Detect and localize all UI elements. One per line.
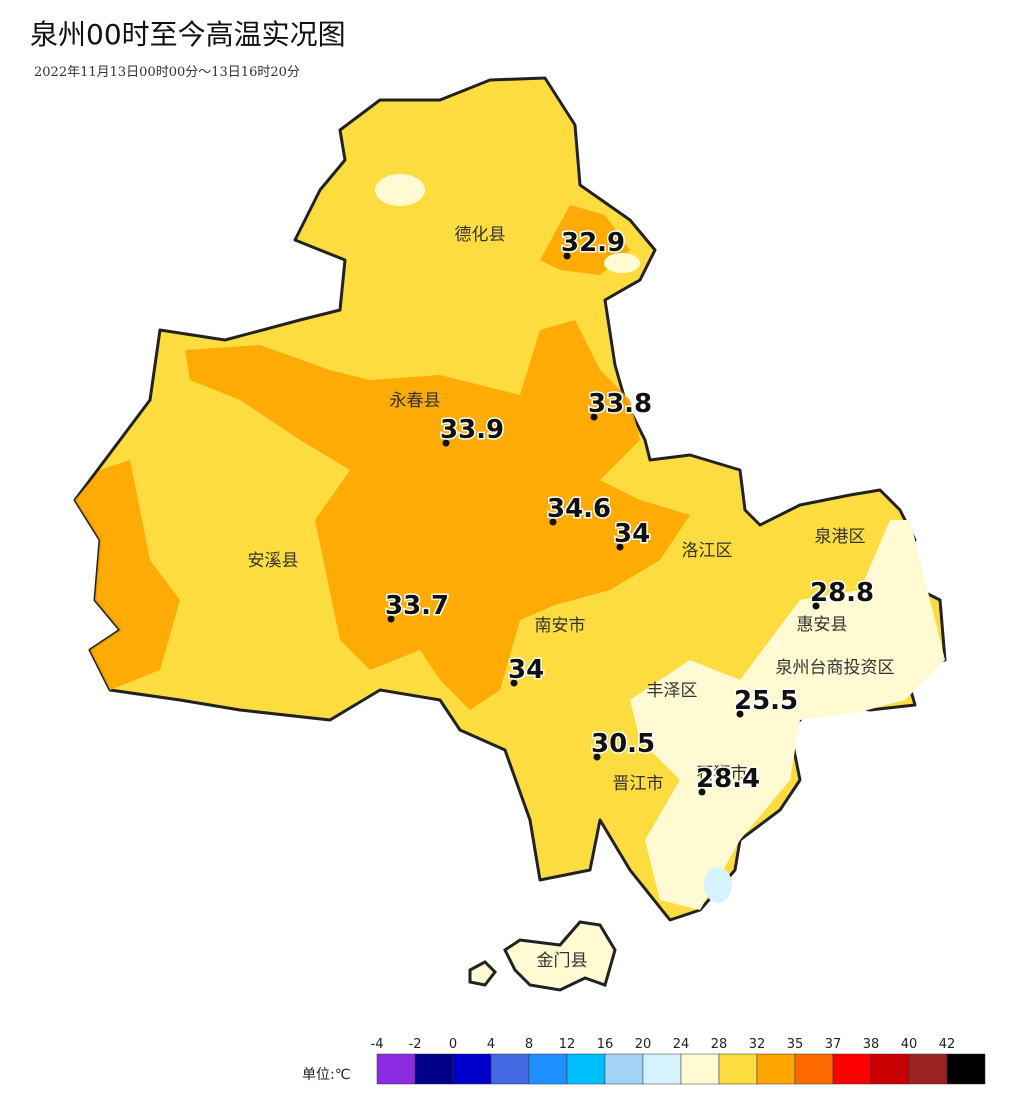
legend-tick: 0 (449, 1037, 457, 1052)
warm-zone (185, 320, 690, 710)
legend-swatch (376, 1053, 416, 1085)
legend-swatch (794, 1053, 834, 1085)
legend-tick: 40 (901, 1037, 918, 1052)
district-label: 金门县 (537, 951, 588, 971)
mild-zone (604, 253, 640, 273)
cool-zone (704, 867, 732, 903)
legend-swatch (870, 1053, 910, 1085)
station-dot (593, 753, 601, 761)
station-dot (442, 439, 450, 447)
station-value: 33.8 (588, 389, 652, 419)
legend-unit: 单位:℃ (302, 1067, 350, 1083)
legend-tick: 16 (597, 1037, 614, 1052)
legend-swatch (946, 1053, 986, 1085)
legend-tick: -4 (371, 1037, 384, 1052)
station-dot (736, 710, 744, 718)
station-value: 34 (508, 655, 544, 685)
station-value: 34.6 (547, 494, 611, 524)
legend-tick: 20 (635, 1037, 652, 1052)
station-dot (812, 602, 820, 610)
mild-zone (375, 174, 425, 206)
station-value: 28.8 (810, 578, 874, 608)
legend-swatch (756, 1053, 796, 1085)
legend-tick: 37 (825, 1037, 842, 1052)
legend-tick: 42 (939, 1037, 956, 1052)
district-label: 惠安县 (797, 615, 848, 635)
district-label: 丰泽区 (647, 681, 698, 701)
warm-zone (75, 460, 180, 690)
station-value: 30.5 (591, 729, 655, 759)
map (73, 76, 947, 992)
legend-tick: 32 (749, 1037, 766, 1052)
district-label: 南安市 (535, 616, 586, 636)
legend-swatch (680, 1053, 720, 1085)
legend-swatch (414, 1053, 454, 1085)
legend-swatch (908, 1053, 948, 1085)
legend-swatch (642, 1053, 682, 1085)
station-dot (698, 788, 706, 796)
station-dot (510, 679, 518, 687)
legend: -4 -2 0 4 8 12 16 20 24 28 32 35 37 38 40 42 (371, 1037, 986, 1085)
district-label: 永春县 (390, 391, 441, 411)
station-value: 28.4 (696, 764, 760, 794)
station-value: 33.9 (440, 415, 504, 445)
district-label: 德化县 (455, 225, 506, 245)
subtitle: 2022年11月13日00时00分～13日16时20分 (34, 65, 300, 80)
legend-tick: 8 (525, 1037, 533, 1052)
legend-swatch (832, 1053, 872, 1085)
station-dot (563, 252, 571, 260)
title: 泉州00时至今高温实况图 (30, 18, 346, 51)
station-value: 32.9 (561, 228, 625, 258)
legend-tick: 38 (863, 1037, 880, 1052)
station-value: 33.7 (385, 591, 449, 621)
island-outline (468, 960, 497, 987)
island-outline (503, 920, 617, 992)
legend-swatch (718, 1053, 758, 1085)
legend-swatch (490, 1053, 530, 1085)
legend-tick: 4 (487, 1037, 495, 1052)
legend-swatch (566, 1053, 606, 1085)
legend-tick: 28 (711, 1037, 728, 1052)
district-label: 安溪县 (248, 551, 299, 571)
legend-tick: -2 (409, 1037, 422, 1052)
mild-zone (630, 520, 945, 910)
district-label: 石狮市 (697, 764, 748, 784)
district-label: 洛江区 (682, 541, 733, 561)
station-value: 25.5 (734, 686, 798, 716)
station-dot (616, 543, 624, 551)
station-dot (590, 413, 598, 421)
station-value: 34 (614, 519, 650, 549)
legend-tick: 35 (787, 1037, 804, 1052)
legend-tick: 24 (673, 1037, 690, 1052)
station-dot (387, 615, 395, 623)
station-dot (549, 518, 557, 526)
district-label: 晋江市 (613, 774, 664, 794)
district-label: 泉港区 (815, 527, 866, 547)
legend-tick: 12 (559, 1037, 576, 1052)
legend-swatch (604, 1053, 644, 1085)
legend-swatch (452, 1053, 492, 1085)
district-label: 泉州台商投资区 (776, 658, 895, 678)
legend-swatch (528, 1053, 568, 1085)
